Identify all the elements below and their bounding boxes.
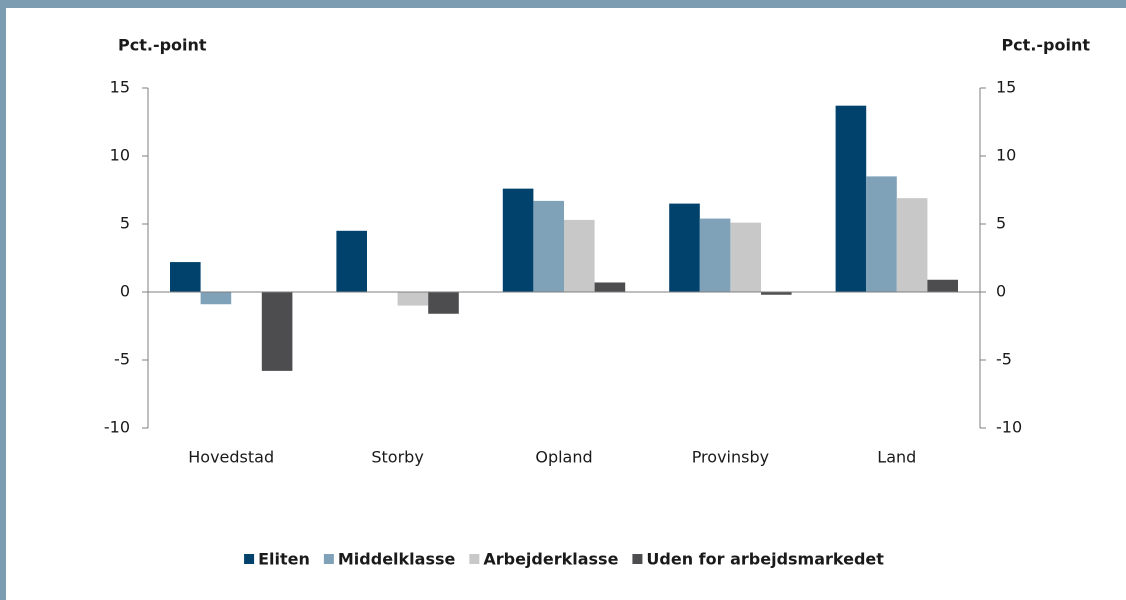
x-tick-label: Storby <box>371 448 423 467</box>
x-tick-label: Opland <box>535 448 592 467</box>
y2-tick-label: 5 <box>996 214 1006 233</box>
bar <box>761 292 792 295</box>
bar <box>200 292 232 305</box>
legend-label: Arbejderklasse <box>483 550 618 569</box>
bar <box>927 279 958 292</box>
bar <box>261 292 293 371</box>
bar <box>699 218 731 292</box>
y-tick-label: 0 <box>120 282 130 301</box>
legend-swatch <box>632 554 643 564</box>
bar <box>336 230 367 292</box>
bar <box>835 105 867 293</box>
header-band <box>0 0 1126 8</box>
y-tick-label: 5 <box>120 214 130 233</box>
bar <box>170 262 201 292</box>
bar <box>397 292 429 306</box>
bar <box>669 203 700 292</box>
y2-tick-label: 0 <box>996 282 1006 301</box>
x-tick-label: Provinsby <box>692 448 769 467</box>
bar <box>896 198 928 292</box>
bar <box>730 222 761 292</box>
x-tick-label: Land <box>877 448 916 467</box>
bar <box>866 176 897 292</box>
legend-label: Eliten <box>258 550 310 569</box>
legend-swatch <box>323 554 334 564</box>
y-tick-label: -10 <box>104 418 130 437</box>
legend-swatch <box>469 554 480 564</box>
y-tick-label: 10 <box>110 146 130 165</box>
bar <box>502 188 534 292</box>
legend-label: Middelklasse <box>338 550 456 569</box>
y2-tick-label: -10 <box>996 418 1022 437</box>
y2-tick-label: 10 <box>996 146 1016 165</box>
y-axis-label: Pct.-point <box>118 36 207 55</box>
bar <box>594 282 626 292</box>
legend-swatch <box>244 554 255 564</box>
bar <box>564 219 595 292</box>
y2-tick-label: 15 <box>996 78 1016 97</box>
y-tick-label: -5 <box>114 350 130 369</box>
legend-label: Uden for arbejdsmarkedet <box>646 550 884 569</box>
bar <box>533 200 564 292</box>
legend: Eliten Middelklasse Arbejderklasse Uden for… <box>244 550 884 569</box>
left-border <box>0 0 6 600</box>
y2-axis-label: Pct.-point <box>1001 36 1090 55</box>
y-tick-label: 15 <box>110 78 130 97</box>
x-tick-label: Hovedstad <box>188 448 274 467</box>
y2-tick-label: -5 <box>996 350 1012 369</box>
bar <box>428 292 459 314</box>
